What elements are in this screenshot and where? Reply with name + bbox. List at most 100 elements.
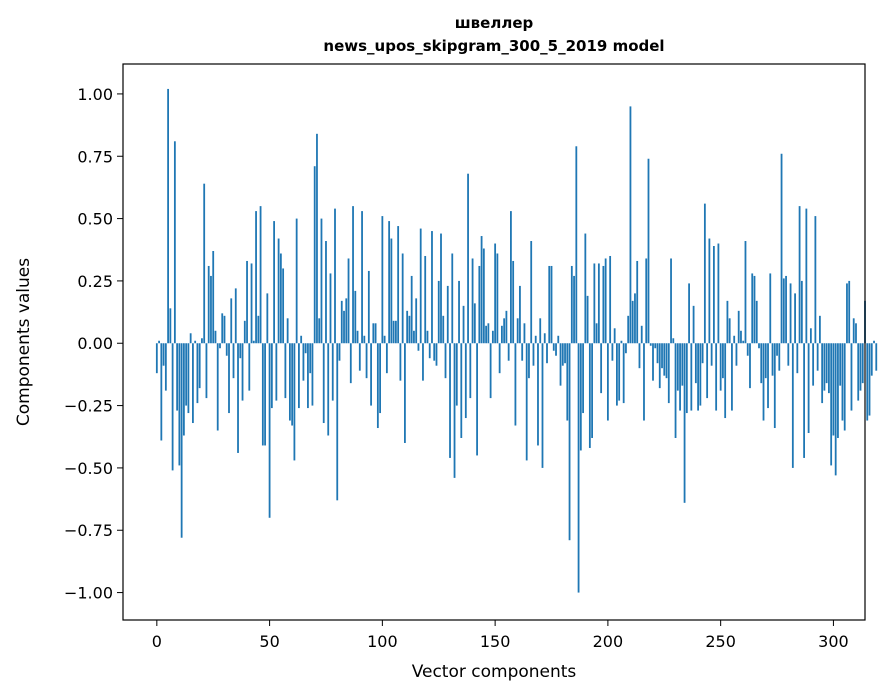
bar-141: [473, 303, 476, 344]
bar-27: [216, 343, 219, 431]
bar-193: [591, 343, 593, 438]
bar-117: [419, 228, 422, 344]
bar-109: [401, 253, 404, 344]
bar-82: [340, 300, 343, 344]
bar-177: [555, 343, 557, 356]
bar-126: [440, 233, 442, 344]
bar-7: [171, 343, 174, 471]
bar-152: [498, 343, 501, 374]
chart-subtitle: news_upos_skipgram_300_5_2019 model: [323, 37, 664, 55]
bar-194: [593, 263, 596, 344]
bar-222: [656, 343, 659, 364]
bar-261: [744, 241, 747, 344]
bar-258: [737, 310, 740, 344]
bar-37: [239, 343, 242, 359]
bar-277: [780, 153, 783, 344]
bar-308: [850, 343, 853, 411]
bar-220: [652, 343, 654, 381]
bar-307: [848, 280, 851, 344]
bar-218: [647, 158, 650, 344]
bar-171: [541, 343, 544, 468]
bar-317: [870, 343, 873, 376]
bar-210: [629, 106, 632, 344]
bar-149: [491, 330, 494, 344]
bar-3: [162, 343, 165, 366]
bar-39: [243, 320, 246, 344]
bar-140: [471, 258, 474, 344]
bar-299: [830, 343, 833, 466]
x-tick-label: 200: [593, 632, 624, 651]
bar-270: [764, 343, 767, 379]
bar-236: [688, 283, 690, 344]
bar-251: [722, 343, 724, 379]
bar-265: [753, 275, 756, 344]
bar-104: [390, 238, 393, 344]
bar-232: [679, 343, 681, 411]
bar-243: [703, 203, 706, 344]
bar-89: [356, 330, 359, 344]
bar-226: [665, 343, 668, 379]
bar-155: [505, 310, 508, 344]
bar-2: [160, 343, 163, 441]
y-tick-label: 0.25: [77, 272, 113, 291]
bar-302: [837, 343, 839, 438]
bar-150: [494, 243, 497, 344]
bar-295: [821, 343, 824, 404]
bar-168: [534, 335, 537, 344]
bar-28: [219, 343, 221, 349]
bar-70: [313, 166, 316, 344]
bar-183: [568, 343, 571, 541]
bar-153: [500, 325, 503, 344]
bar-241: [699, 343, 702, 406]
bar-86: [349, 343, 352, 384]
bar-306: [846, 283, 848, 344]
bar-142: [476, 343, 478, 456]
bar-55: [279, 253, 282, 344]
bar-102: [385, 343, 388, 374]
bar-205: [618, 343, 621, 401]
bar-300: [832, 343, 835, 436]
bar-50: [268, 343, 271, 518]
bar-47: [261, 343, 264, 446]
bar-305: [843, 343, 846, 431]
bar-127: [442, 315, 445, 344]
bar-237: [690, 343, 693, 411]
bar-118: [422, 343, 424, 381]
bar-131: [451, 253, 454, 344]
bar-143: [478, 265, 481, 344]
bar-12: [182, 343, 185, 436]
bar-136: [462, 305, 465, 344]
bar-9: [176, 343, 179, 411]
bar-92: [363, 335, 366, 344]
bar-77: [329, 273, 332, 344]
bar-215: [640, 325, 643, 344]
bar-191: [586, 295, 589, 344]
bar-229: [672, 338, 675, 344]
bar-158: [512, 260, 515, 344]
bar-114: [413, 330, 415, 344]
bar-244: [706, 343, 709, 399]
bar-296: [823, 343, 826, 391]
bar-137: [464, 343, 467, 419]
bar-135: [460, 343, 463, 438]
bar-43: [252, 340, 255, 344]
bar-145: [482, 248, 485, 344]
bar-34: [232, 343, 235, 379]
x-axis-label: Vector components: [412, 662, 577, 682]
bar-81: [338, 343, 341, 361]
bar-134: [458, 280, 460, 344]
bar-110: [404, 343, 406, 443]
bar-125: [437, 280, 440, 344]
bar-113: [410, 275, 413, 344]
bar-8: [173, 141, 176, 344]
bar-100: [381, 216, 384, 344]
bar-233: [681, 343, 684, 386]
bar-69: [311, 343, 314, 406]
bar-192: [588, 343, 591, 448]
bar-122: [431, 231, 433, 344]
bar-167: [532, 343, 535, 366]
bar-249: [717, 243, 720, 344]
bar-209: [627, 315, 630, 344]
bar-231: [676, 343, 679, 391]
bar-10: [178, 343, 181, 466]
